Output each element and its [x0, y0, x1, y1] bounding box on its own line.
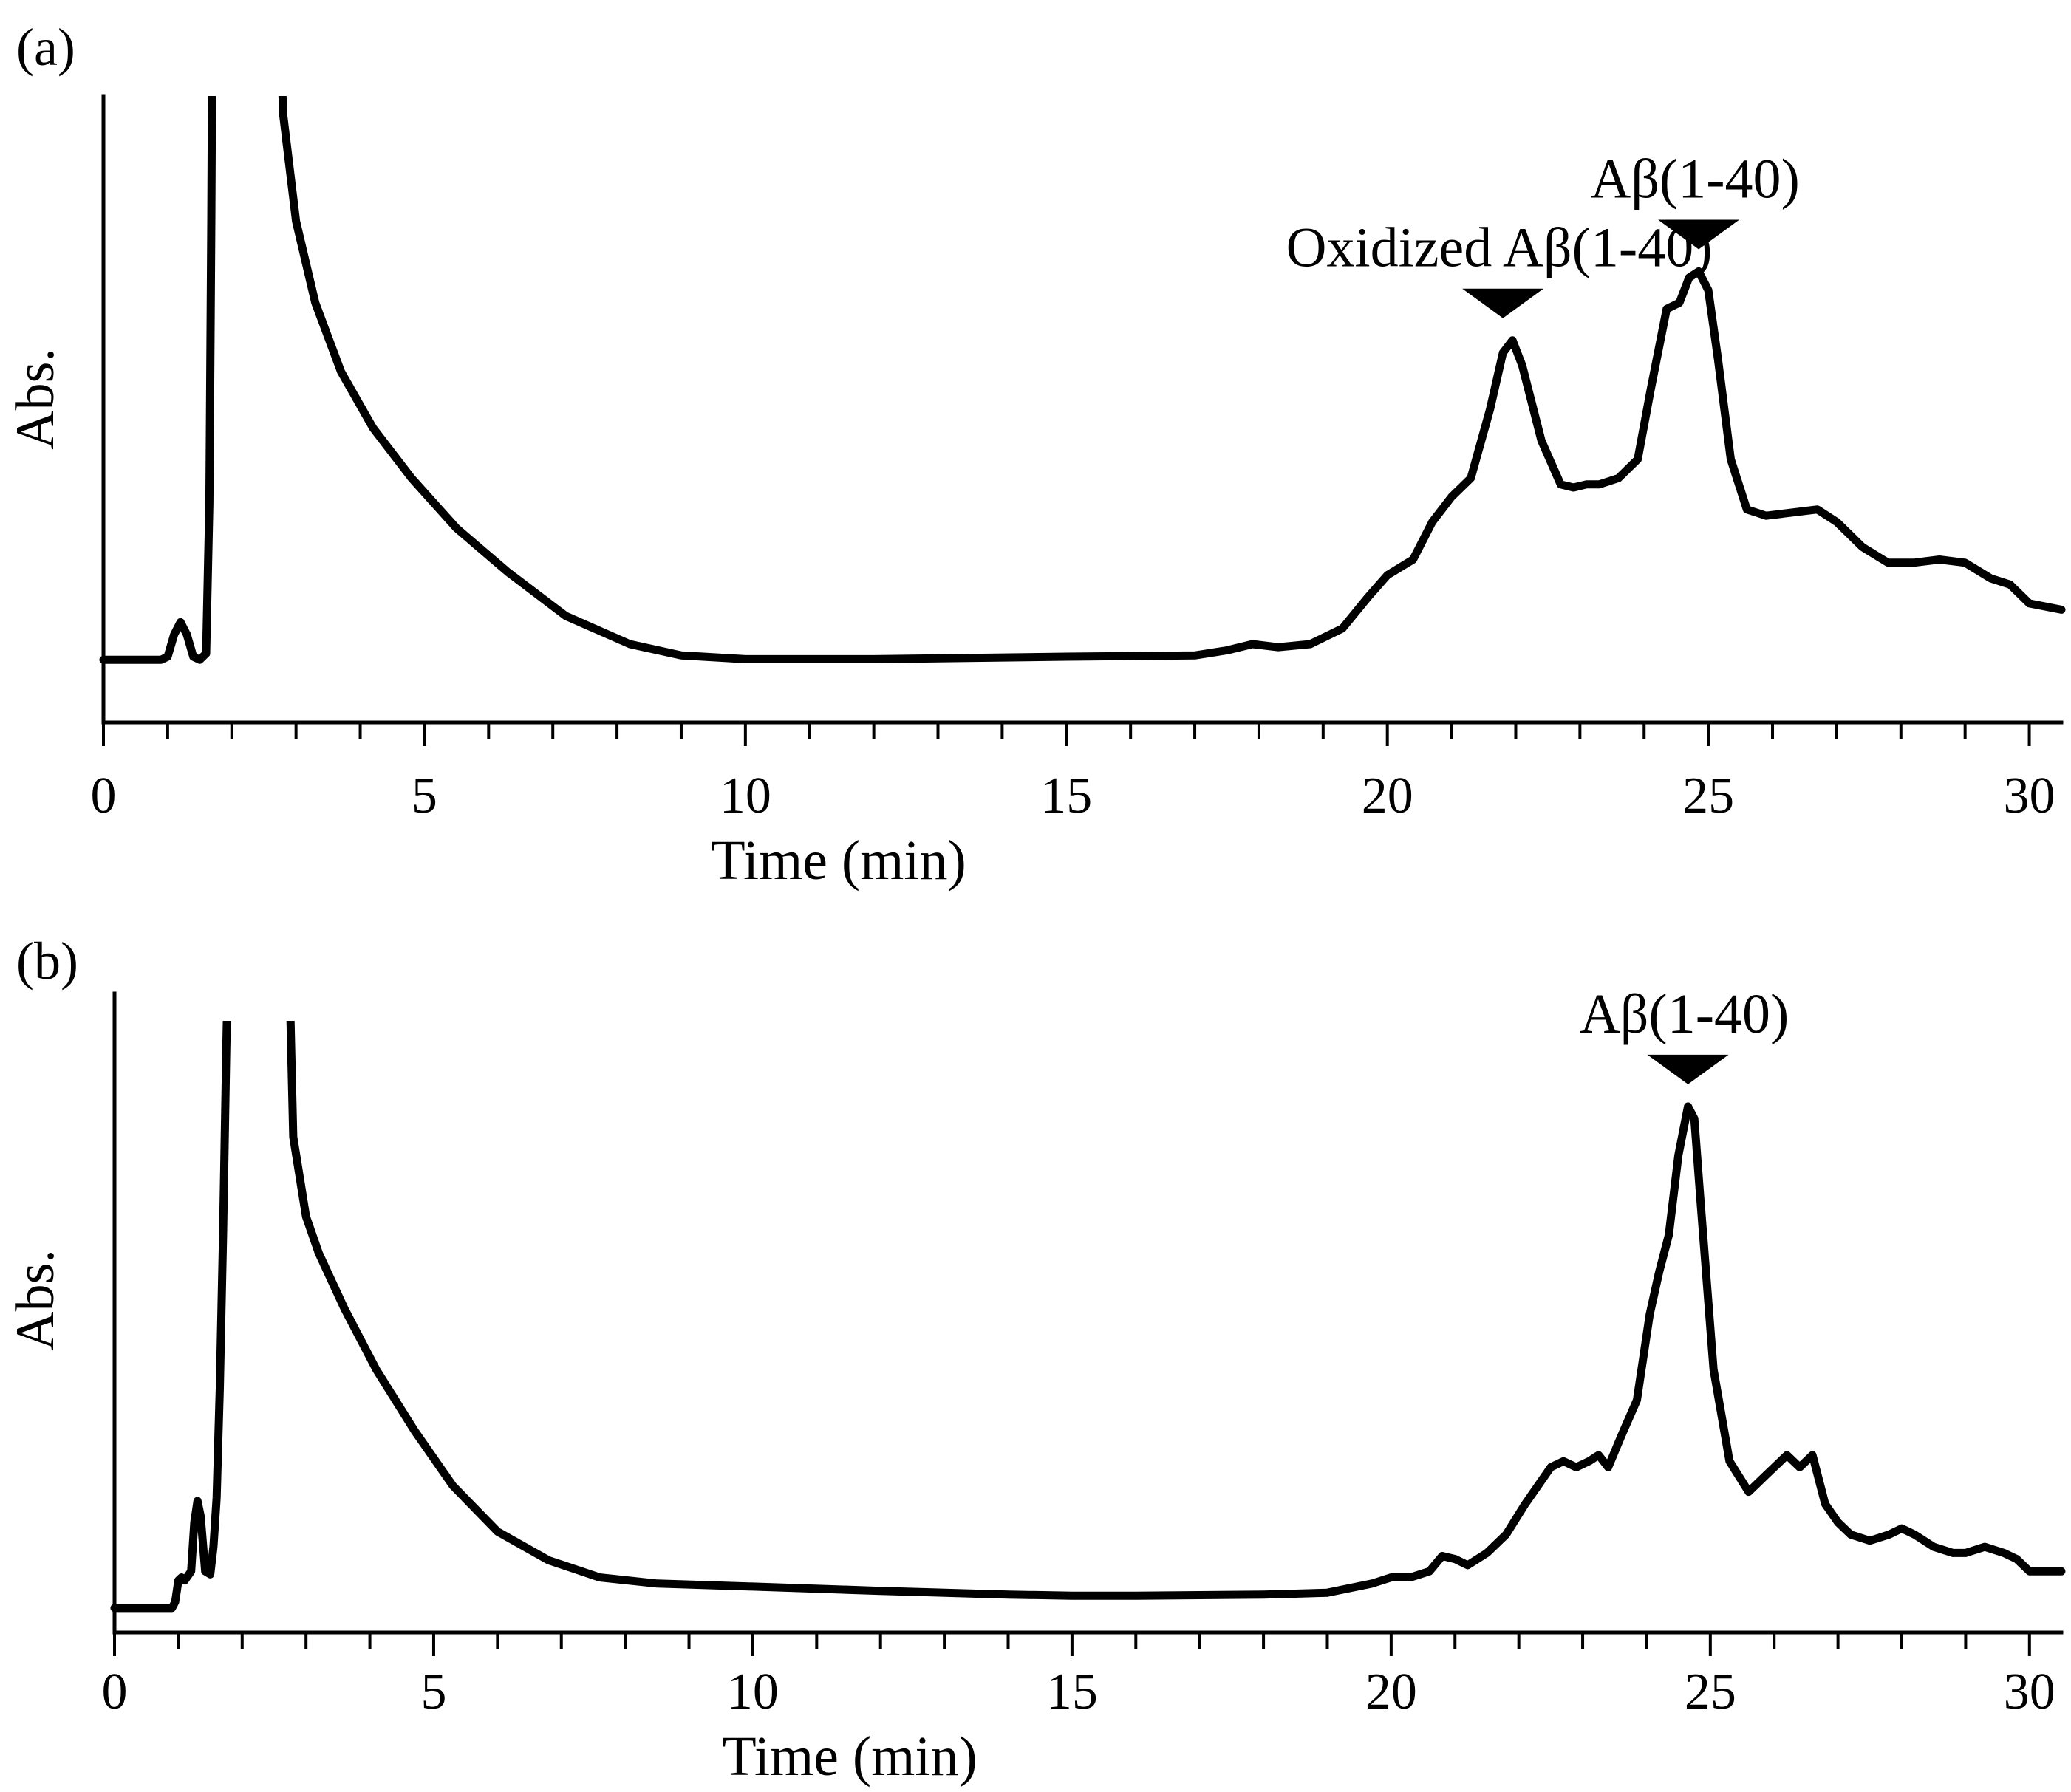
x-tick-label: 15: [1046, 1663, 1098, 1720]
chromatogram-trace-segment: [99, 96, 216, 664]
peak-annotation-label: Aβ(1-40): [1590, 148, 1799, 210]
peak-annotation-label: Oxidized Aβ(1-40): [1286, 217, 1713, 279]
x-tick-label: 20: [1365, 1663, 1417, 1720]
panel-b: (b) Abs. Time (min) 0 5 10 15 20 25 30 Aβ(1-40): [5, 931, 2066, 1788]
x-tick-label: 0: [102, 1663, 128, 1720]
peak-marker-triangle: [1462, 288, 1544, 318]
x-axis-title: Time (min): [711, 830, 966, 892]
x-tick-label: 25: [1685, 1663, 1736, 1720]
x-tick-label: 25: [1682, 767, 1734, 824]
y-axis-title: Abs.: [5, 348, 66, 450]
peak-marker-triangle: [1658, 219, 1740, 250]
y-axis-title: Abs.: [5, 1249, 66, 1351]
chromatogram-trace-segment: [110, 1021, 231, 1613]
chromatogram-trace-segment: [286, 1021, 2066, 1600]
x-tick-label: 30: [2004, 767, 2055, 824]
peak-annotation-label: Aβ(1-40): [1580, 983, 1789, 1045]
panel-a: (a) Abs. Time (min) 0 5 10 15 20 25 30 Oxidized…: [5, 18, 2066, 892]
x-tick-label: 5: [412, 767, 437, 824]
x-tick-label: 5: [420, 1663, 446, 1720]
x-axis-title: Time (min): [722, 1726, 978, 1788]
x-tick-label: 0: [91, 767, 117, 824]
chromatogram-trace-segment: [278, 96, 2066, 663]
panel-label: (b): [16, 931, 78, 991]
x-tick-label: 10: [727, 1663, 779, 1720]
x-tick-label: 10: [720, 767, 771, 824]
peak-marker-triangle: [1647, 1054, 1729, 1084]
x-tick-label: 15: [1040, 767, 1092, 824]
x-tick-label: 30: [2004, 1663, 2055, 1720]
panel-label: (a): [16, 18, 75, 77]
x-tick-label: 20: [1362, 767, 1413, 824]
